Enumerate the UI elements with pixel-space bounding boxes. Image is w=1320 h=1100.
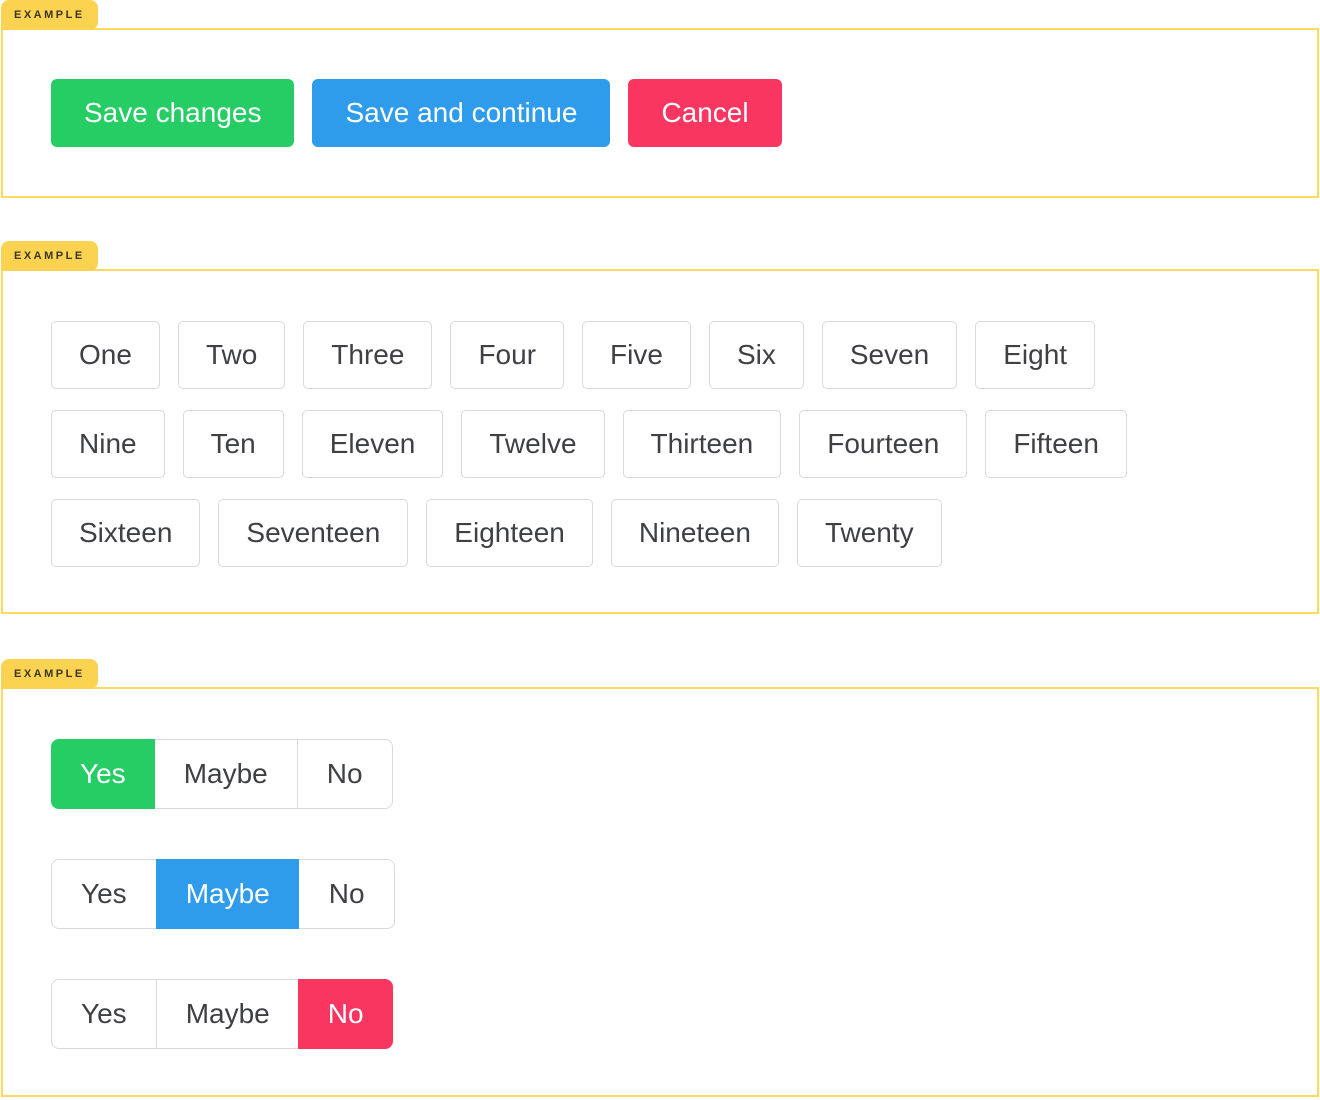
- outline-button-fifteen[interactable]: Fifteen: [985, 410, 1127, 478]
- example-section-button-groups: EXAMPLE Yes Maybe No Yes Maybe No Yes Ma…: [1, 659, 1319, 1097]
- outline-button-twelve[interactable]: Twelve: [461, 410, 605, 478]
- outline-button-eight[interactable]: Eight: [975, 321, 1096, 389]
- group-option-yes[interactable]: Yes: [52, 980, 156, 1048]
- outline-button-sixteen[interactable]: Sixteen: [51, 499, 201, 567]
- button-group-no-active: Yes Maybe No: [51, 979, 393, 1049]
- group-option-maybe[interactable]: Maybe: [155, 980, 299, 1048]
- group-option-no[interactable]: No: [299, 860, 394, 928]
- outline-button-seventeen[interactable]: Seventeen: [218, 499, 409, 567]
- save-and-continue-button[interactable]: Save and continue: [312, 79, 611, 147]
- group-option-yes[interactable]: Yes: [51, 739, 155, 809]
- outline-button-eighteen[interactable]: Eighteen: [426, 499, 593, 567]
- button-group-yes-active: Yes Maybe No: [51, 739, 393, 809]
- outline-button-row: Sixteen Seventeen Eighteen Nineteen Twen…: [51, 499, 1269, 567]
- outline-button-six[interactable]: Six: [708, 321, 804, 389]
- save-changes-button[interactable]: Save changes: [51, 79, 295, 147]
- outline-button-ten[interactable]: Ten: [182, 410, 284, 478]
- outline-button-two[interactable]: Two: [177, 321, 286, 389]
- example-tag: EXAMPLE: [1, 0, 98, 30]
- outline-button-twenty[interactable]: Twenty: [796, 499, 942, 567]
- example-box: One Two Three Four Five Six Seven Eight …: [1, 269, 1319, 614]
- group-option-yes[interactable]: Yes: [52, 860, 156, 928]
- group-option-no[interactable]: No: [296, 740, 392, 808]
- group-option-no[interactable]: No: [297, 979, 393, 1049]
- example-tag: EXAMPLE: [1, 241, 98, 271]
- outline-button-row: Nine Ten Eleven Twelve Thirteen Fourteen…: [51, 410, 1269, 478]
- outline-button-four[interactable]: Four: [450, 321, 565, 389]
- button-group-wrap: Yes Maybe No: [51, 979, 1269, 1049]
- example-box: Save changes Save and continue Cancel: [1, 28, 1319, 198]
- outline-button-five[interactable]: Five: [582, 321, 691, 389]
- action-button-row: Save changes Save and continue Cancel: [51, 79, 1269, 147]
- example-section-action-buttons: EXAMPLE Save changes Save and continue C…: [1, 0, 1319, 198]
- button-group-maybe-active: Yes Maybe No: [51, 859, 395, 929]
- outline-button-seven[interactable]: Seven: [821, 321, 958, 389]
- button-group-wrap: Yes Maybe No: [51, 739, 1269, 809]
- outline-button-fourteen[interactable]: Fourteen: [799, 410, 968, 478]
- button-group-wrap: Yes Maybe No: [51, 859, 1269, 929]
- outline-button-three[interactable]: Three: [303, 321, 433, 389]
- example-box: Yes Maybe No Yes Maybe No Yes Maybe No: [1, 687, 1319, 1097]
- outline-button-nineteen[interactable]: Nineteen: [610, 499, 779, 567]
- group-option-maybe[interactable]: Maybe: [155, 859, 299, 929]
- group-option-maybe[interactable]: Maybe: [154, 740, 297, 808]
- example-section-outline-buttons: EXAMPLE One Two Three Four Five Six Seve…: [1, 241, 1319, 614]
- outline-button-row: One Two Three Four Five Six Seven Eight: [51, 321, 1269, 389]
- cancel-button[interactable]: Cancel: [628, 79, 782, 147]
- example-tag: EXAMPLE: [1, 659, 98, 689]
- outline-button-nine[interactable]: Nine: [51, 410, 165, 478]
- outline-button-one[interactable]: One: [51, 321, 160, 389]
- outline-button-eleven[interactable]: Eleven: [301, 410, 444, 478]
- outline-button-thirteen[interactable]: Thirteen: [622, 410, 782, 478]
